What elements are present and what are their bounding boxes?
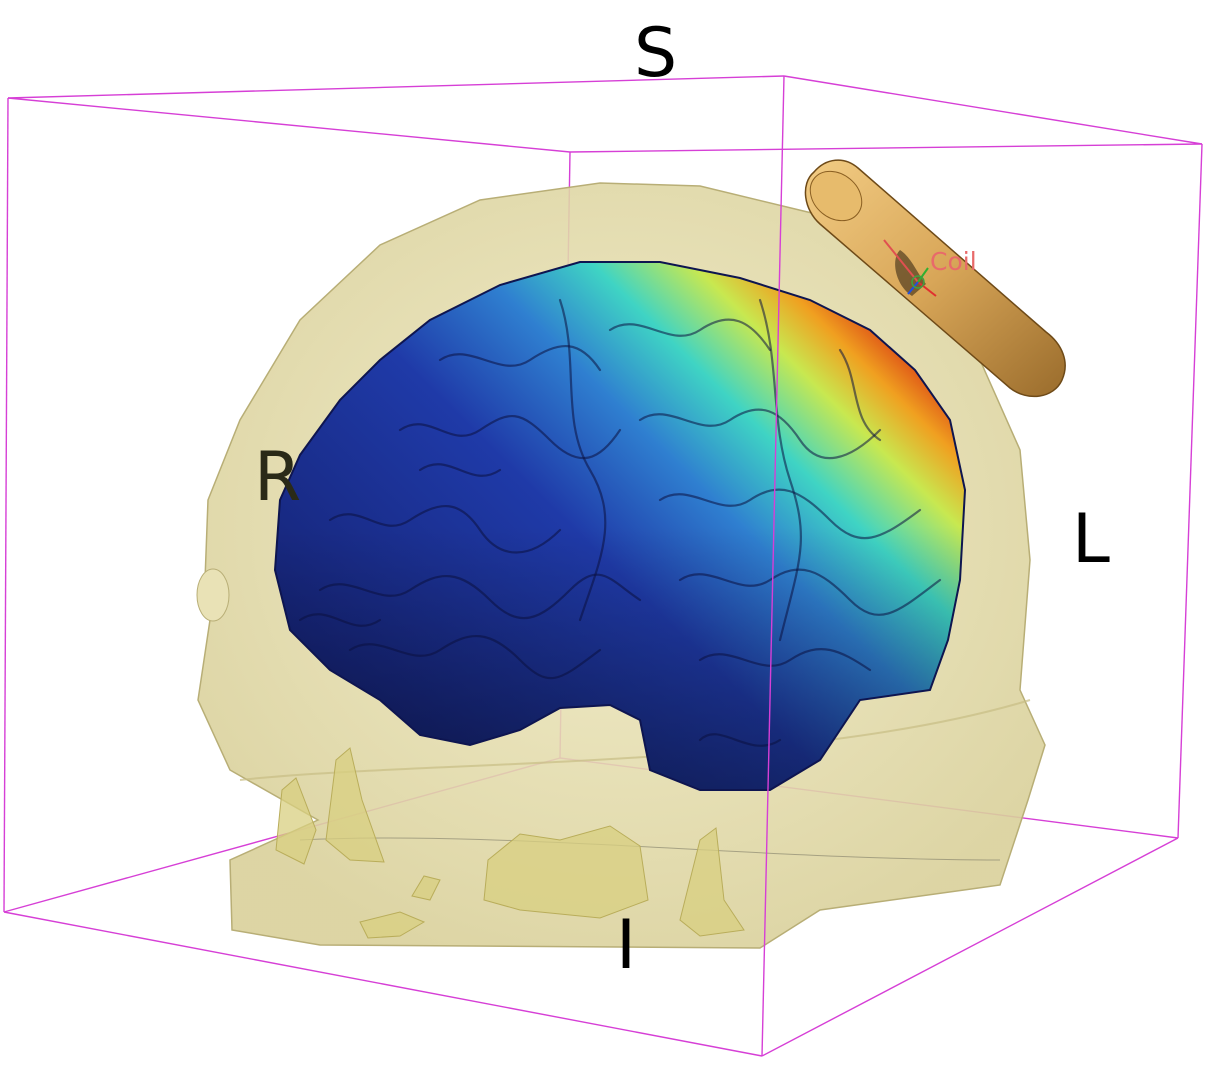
- orientation-label-inferior: I: [616, 906, 636, 985]
- brain-cortex: [273, 261, 967, 791]
- coil-label: Coil: [930, 247, 977, 276]
- orientation-label-right: R: [254, 438, 301, 517]
- bounding-box-front: [3, 75, 1203, 1057]
- skull-base-structures: [275, 747, 745, 939]
- tms-coil[interactable]: [800, 159, 1066, 398]
- orientation-label-superior: S: [634, 14, 677, 93]
- orientation-label-left: L: [1072, 500, 1110, 579]
- coil-axes-marker: [883, 239, 937, 297]
